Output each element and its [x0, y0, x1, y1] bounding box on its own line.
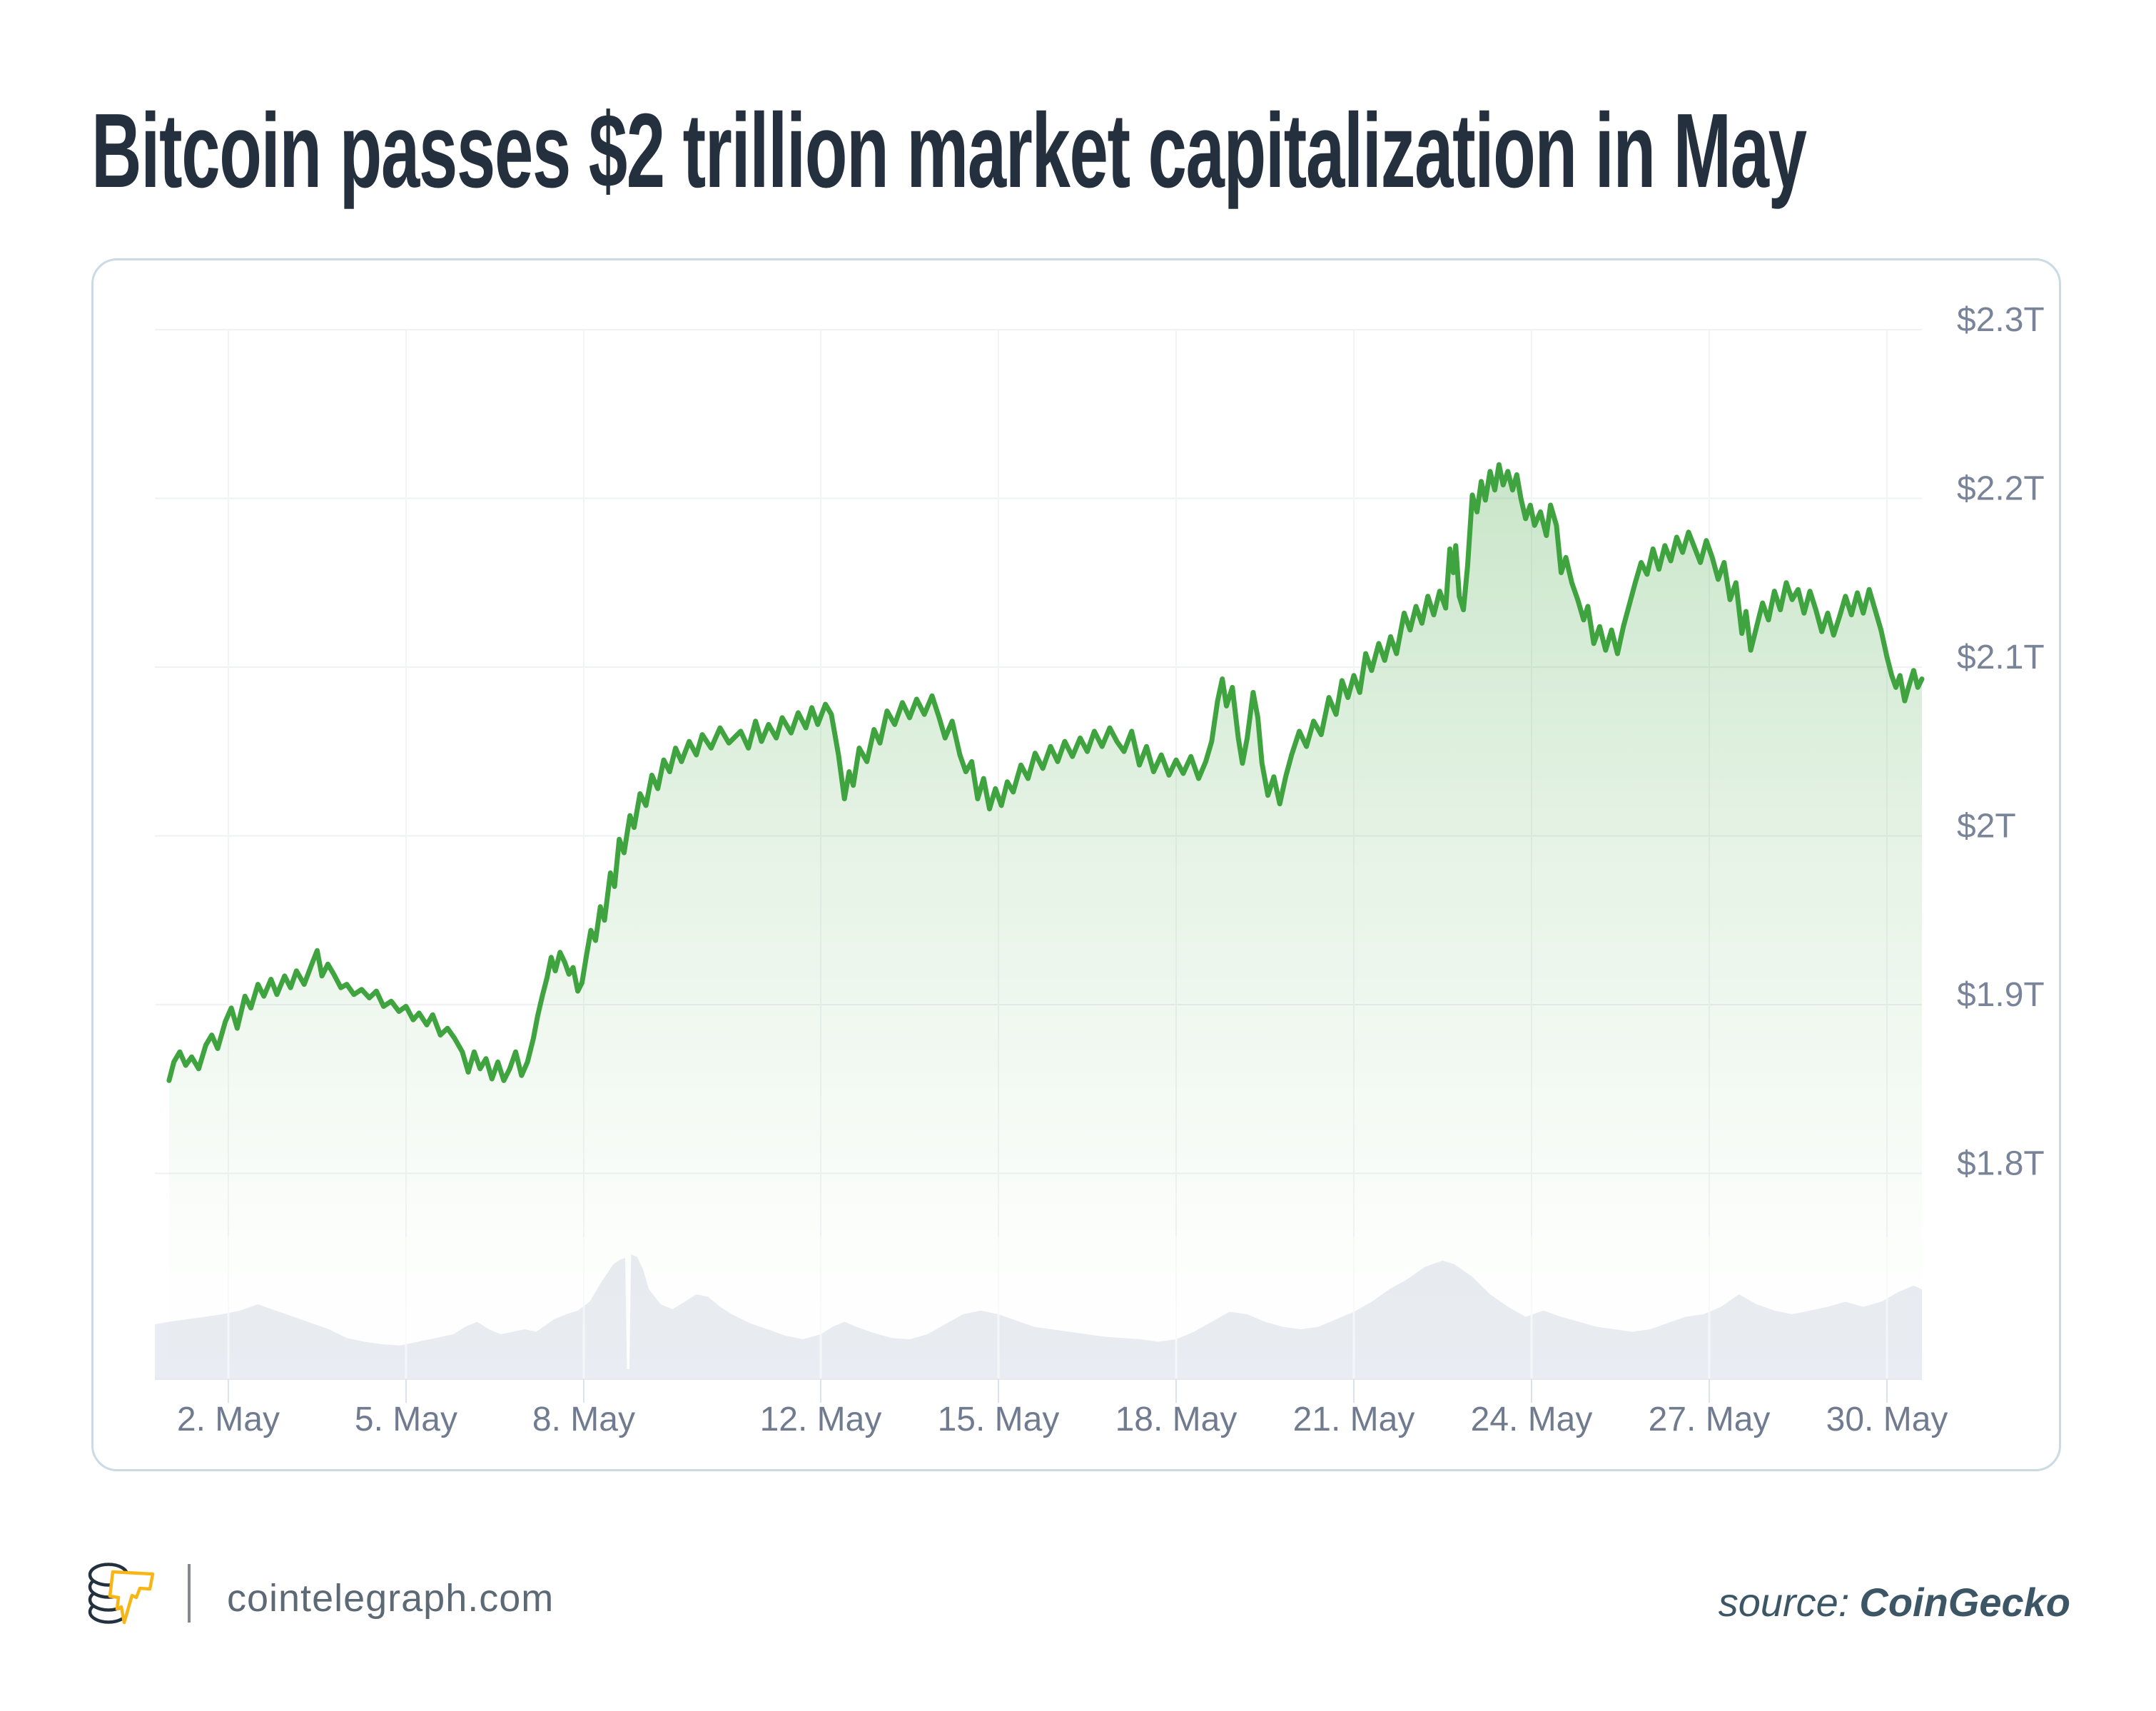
x-axis-label: 5. May — [355, 1401, 457, 1438]
market-cap-line — [166, 462, 1925, 1083]
y-axis-label: $1.8T — [1957, 1145, 2045, 1183]
x-axis-label: 27. May — [1649, 1401, 1771, 1438]
x-axis-label: 8. May — [532, 1401, 635, 1438]
page-title: Bitcoin passes $2 trillion market capita… — [91, 92, 1807, 210]
y-axis-label: $1.9T — [1957, 976, 2045, 1014]
lightning-bolt-icon — [108, 1570, 155, 1625]
x-axis-label: 24. May — [1471, 1401, 1593, 1438]
brand-domain: cointelegraph.com — [227, 1577, 555, 1620]
x-axis-label: 12. May — [760, 1401, 882, 1438]
x-axis-label: 2. May — [177, 1401, 280, 1438]
source-name: CoinGecko — [1859, 1580, 2070, 1625]
source-credit: source: CoinGecko — [1719, 1583, 2070, 1623]
y-axis-label: $2.2T — [1957, 470, 2045, 508]
x-axis-label: 30. May — [1826, 1401, 1948, 1438]
market-cap-area — [168, 464, 1923, 1380]
x-axis-label: 18. May — [1115, 1401, 1238, 1438]
divider — [188, 1564, 191, 1623]
cointelegraph-logo-icon — [88, 1563, 155, 1625]
y-axis-label: $2.3T — [1957, 301, 2045, 339]
x-axis-label: 15. May — [938, 1401, 1060, 1438]
x-axis-label: 21. May — [1293, 1401, 1415, 1438]
y-axis-label: $2T — [1957, 808, 2016, 846]
y-axis-label: $2.1T — [1957, 639, 2045, 676]
source-label: source: — [1718, 1580, 1850, 1625]
